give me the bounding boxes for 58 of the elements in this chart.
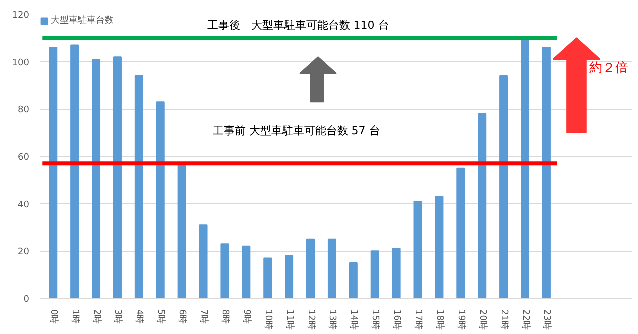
- y-tick-label: 120: [12, 11, 30, 21]
- x-tick-label: 1時: [70, 310, 81, 324]
- bar: [328, 238, 336, 298]
- y-tick-label: 40: [18, 200, 30, 210]
- x-tick-label: 23時: [542, 310, 553, 330]
- bar: [134, 76, 144, 298]
- x-tick-label: 19時: [456, 310, 467, 330]
- x-tick-label: 0時: [48, 310, 60, 324]
- bar: [521, 40, 530, 298]
- x-tick-label: 2時: [91, 310, 102, 324]
- bar: [414, 200, 422, 298]
- ref-line-label: 工事後 大型車駐車可能台数 110 台: [207, 19, 390, 32]
- y-tick-label: 100: [12, 58, 30, 68]
- x-tick-label: 5時: [156, 310, 167, 324]
- y-tick-label: 80: [18, 106, 30, 116]
- x-tick-label: 7時: [198, 310, 210, 324]
- bar: [92, 58, 101, 298]
- bar: [500, 76, 508, 298]
- bar: [264, 258, 272, 298]
- x-tick-label: 21時: [498, 310, 510, 330]
- legend-label: 大型車駐車台数: [51, 14, 114, 27]
- bar: [542, 47, 551, 298]
- x-tick-label: 16時: [392, 310, 403, 330]
- bar: [156, 102, 165, 298]
- x-tick-label: 12時: [306, 310, 317, 330]
- x-tick-label: 6時: [177, 310, 188, 324]
- x-tick-label: 22時: [520, 310, 532, 330]
- ref-line-label: 工事前 大型車駐車可能台数 57 台: [212, 124, 380, 138]
- bar: [70, 44, 80, 298]
- x-tick-label: 4時: [134, 310, 146, 324]
- bar: [478, 113, 487, 298]
- x-tick-label: 11時: [284, 310, 296, 330]
- bar: [285, 255, 294, 298]
- bar: [220, 244, 230, 298]
- y-tick-label: 0: [24, 295, 30, 305]
- bar: [370, 250, 380, 298]
- bar: [306, 238, 316, 298]
- x-tick-label: 13時: [327, 310, 338, 330]
- bar: [242, 246, 251, 298]
- x-tick-label: 14時: [348, 310, 360, 330]
- bar: [392, 248, 401, 298]
- text: 約２倍: [589, 61, 628, 76]
- bar: [349, 262, 358, 298]
- x-tick-label: 20時: [477, 310, 488, 330]
- x-tick-label: 10時: [262, 310, 274, 330]
- x-tick-label: 15時: [370, 310, 382, 330]
- bar: [49, 47, 58, 298]
- x-tick-label: 8時: [220, 310, 231, 324]
- x-tick-label: 9時: [241, 310, 252, 324]
- bar: [199, 224, 208, 298]
- y-tick-label: 20: [18, 248, 30, 258]
- bar: [456, 168, 466, 298]
- y-tick-label: 60: [18, 153, 30, 163]
- x-tick-label: 18時: [434, 310, 446, 330]
- bar: [435, 196, 444, 298]
- bar: [113, 56, 122, 298]
- x-tick-label: 3時: [112, 310, 124, 324]
- x-tick-label: 17時: [413, 310, 424, 330]
